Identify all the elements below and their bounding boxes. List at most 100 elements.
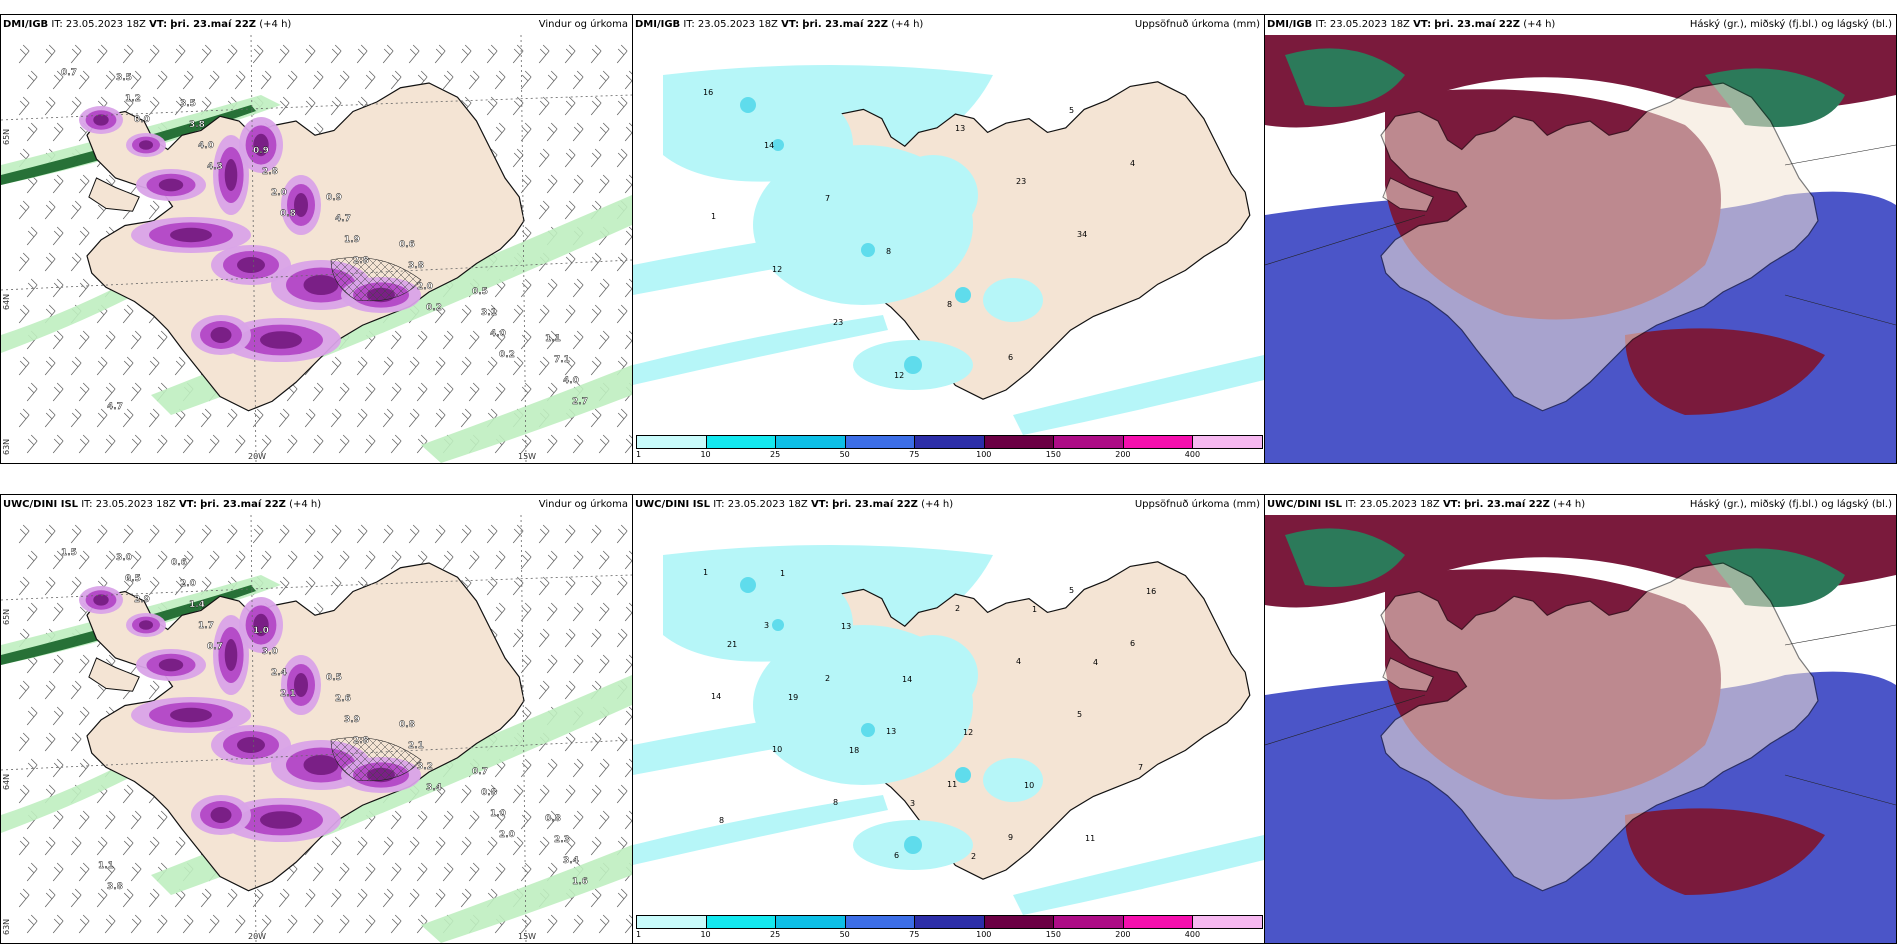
- wind-barb: [390, 550, 402, 570]
- wind-barb: [486, 356, 498, 376]
- colorbar-tick-label: 100: [976, 450, 992, 459]
- wind-barb: [624, 330, 632, 350]
- accum-value-label: 14: [711, 692, 721, 701]
- accum-value-label: 12: [963, 728, 973, 737]
- accum-value-label: 18: [849, 746, 859, 755]
- precip-value-label: 2.6: [335, 694, 351, 704]
- lat-label: 63N: [2, 918, 11, 935]
- westfjords-peninsula: [88, 177, 140, 212]
- wind-barb: [572, 70, 584, 90]
- wind-barb: [312, 914, 324, 934]
- graticule: [1, 515, 632, 943]
- wind-barb: [408, 524, 420, 544]
- precip-accum-area: [983, 278, 1043, 322]
- wind-barb: [460, 408, 472, 428]
- wind-barb: [44, 44, 56, 64]
- precip-value-label: 3.8: [408, 261, 424, 271]
- wind-barb: [624, 226, 632, 246]
- wind-barb: [590, 784, 602, 804]
- wind-barb: [434, 524, 446, 544]
- high-cloud-layer: [1285, 48, 1405, 107]
- wind-barb: [104, 810, 116, 830]
- panel-header: DMI/IGB IT: 23.05.2023 18Z VT: þri. 23.m…: [1, 15, 632, 35]
- precip-accum-area: [1013, 355, 1264, 435]
- wind-barb: [616, 576, 628, 596]
- accum-value-label: 23: [833, 318, 843, 327]
- vt-label: VT:: [781, 19, 800, 30]
- wind-barb: [564, 96, 576, 116]
- colorbar: 1 10 25 50 75 100 150 200 400: [636, 435, 1263, 461]
- wind-barb: [52, 706, 64, 726]
- lat-label: 65N: [2, 608, 11, 625]
- panel-uwc-accum: UWC/DINI ISL IT: 23.05.2023 18Z VT: þri.…: [632, 494, 1265, 944]
- precip-area-heavy: [253, 133, 269, 157]
- wind-barb: [460, 304, 472, 324]
- wind-barb: [26, 758, 38, 778]
- wind-barb: [564, 628, 576, 648]
- accum-value-label: 3: [764, 621, 769, 630]
- precip-value-label: 4.7: [107, 402, 123, 412]
- model-name: UWC/DINI ISL: [3, 499, 79, 510]
- wind-barb: [598, 550, 610, 570]
- wind-barb: [338, 550, 350, 570]
- wind-barb: [494, 810, 506, 830]
- wind-barb: [382, 524, 394, 544]
- precip-value-label: 3.0: [116, 553, 132, 563]
- wind-barb: [44, 200, 56, 220]
- wind-barb: [52, 70, 64, 90]
- precip-value-label: 4.0: [490, 329, 506, 339]
- panel-uwc-wind: UWC/DINI ISL IT: 23.05.2023 18Z VT: þri.…: [0, 494, 633, 944]
- mid-cloud-layer: [1625, 808, 1825, 895]
- panel-header: DMI/IGB IT: 23.05.2023 18Z VT: þri. 23.m…: [1265, 15, 1896, 35]
- precip-value-label: 0.8: [399, 720, 415, 730]
- wind-barb: [564, 148, 576, 168]
- colorbar-tick-label: 200: [1115, 450, 1131, 459]
- precip-value-label: 0.7: [207, 642, 223, 652]
- border-line: [1265, 624, 1896, 806]
- precip-value-label: 2.0: [499, 830, 515, 840]
- wind-barb: [590, 888, 602, 908]
- wind-barb: [70, 524, 82, 544]
- wind-barb: [286, 550, 298, 570]
- wind-barb: [364, 550, 376, 570]
- wind-barb: [590, 524, 602, 544]
- wind-barb: [78, 434, 90, 454]
- accum-value-label: 7: [825, 194, 830, 203]
- colorbar-swatch: [844, 435, 916, 449]
- wind-barb: [148, 200, 160, 220]
- colorbar-tick-label: 200: [1115, 930, 1131, 939]
- wind-barb: [416, 914, 428, 934]
- wind-barb: [538, 148, 550, 168]
- borders: [1265, 144, 1896, 326]
- wind-barb: [408, 888, 420, 908]
- wind-barb: [512, 628, 524, 648]
- precip-value-label: 0.8: [280, 209, 296, 219]
- wind-barb: [460, 888, 472, 908]
- precip-value-label: 1.7: [198, 621, 214, 631]
- accum-value-label: 13: [955, 124, 965, 133]
- wind-barb: [78, 382, 90, 402]
- accum-value-label: 2: [971, 852, 976, 861]
- wind-barb: [286, 434, 298, 454]
- map-wind-precip: 1.5 2.9 0.7 2.1 2.8 3.4 2.0 1.6 0.5 1.7 2.4 3.9 3.2 1…: [1, 515, 632, 943]
- lat-line: [1, 259, 632, 291]
- precip-area-heavy: [93, 594, 109, 606]
- colorbar-swatch: [775, 915, 846, 929]
- wind-barb: [546, 70, 558, 90]
- colorbar-tick-label: 50: [839, 450, 850, 459]
- wind-barb: [104, 382, 116, 402]
- accum-value-label: 14: [902, 675, 912, 684]
- init-time: 23.05.2023 18Z: [65, 19, 146, 30]
- wind-barb: [52, 550, 64, 570]
- wind-barb: [304, 96, 316, 116]
- precip-area-heavy: [294, 673, 308, 697]
- accum-value-label: 13: [841, 622, 851, 631]
- wind-barb: [624, 758, 632, 778]
- precip-value-label: 2.9: [134, 595, 150, 605]
- wind-barb: [624, 550, 632, 570]
- accum-value-label: 1: [780, 569, 785, 578]
- wind-barb: [616, 784, 628, 804]
- wind-barb: [52, 382, 64, 402]
- wind-barb: [408, 356, 420, 376]
- wind-barb: [26, 278, 38, 298]
